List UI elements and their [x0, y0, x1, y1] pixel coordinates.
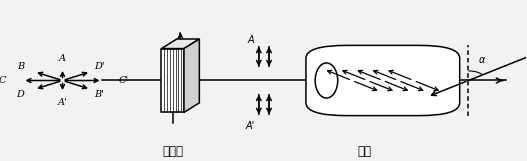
Text: D': D'	[94, 62, 105, 71]
Text: C: C	[0, 76, 6, 85]
Polygon shape	[161, 39, 199, 49]
Text: D: D	[16, 90, 24, 99]
Text: $\alpha$: $\alpha$	[477, 55, 486, 65]
Polygon shape	[161, 49, 184, 112]
FancyBboxPatch shape	[306, 45, 460, 116]
Text: A': A'	[58, 98, 67, 107]
Text: 起専器: 起専器	[162, 145, 183, 158]
Polygon shape	[184, 39, 199, 112]
Text: B': B'	[94, 90, 104, 99]
Text: C': C'	[119, 76, 129, 85]
Text: B: B	[17, 62, 24, 71]
Text: A': A'	[246, 121, 255, 131]
Text: 液晶: 液晶	[358, 145, 372, 158]
Text: A: A	[247, 35, 254, 45]
Text: A: A	[59, 54, 66, 63]
